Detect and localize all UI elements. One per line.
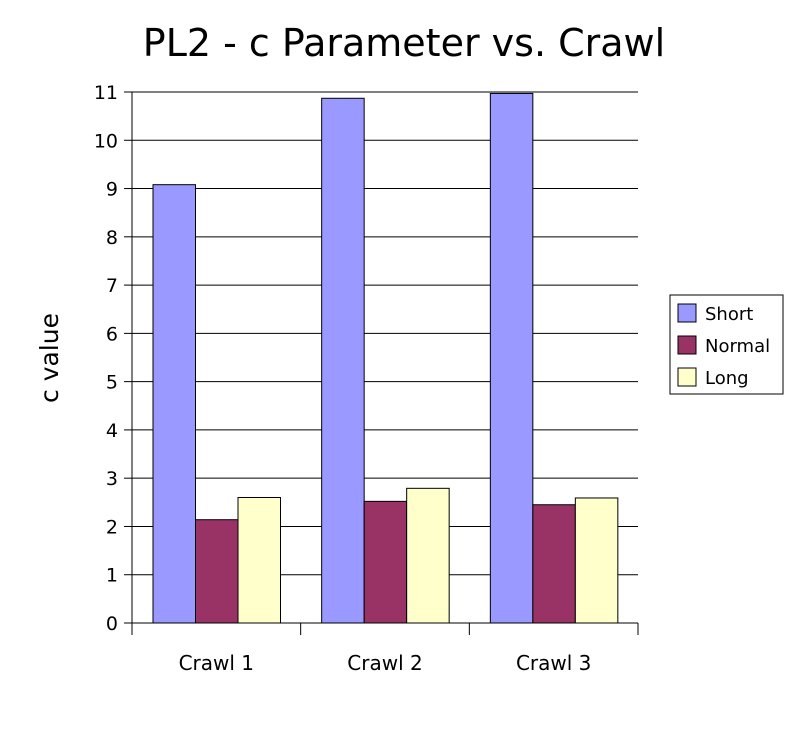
bar-long-1	[237, 496, 281, 624]
chart-title: PL2 - c Parameter vs. Crawl	[143, 21, 665, 65]
y-tick-label: 4	[106, 420, 118, 442]
legend-swatch-normal	[677, 335, 697, 355]
legend-label-short: Short	[705, 304, 753, 325]
y-axis-title: c value	[35, 313, 64, 403]
legend-label-normal: Normal	[705, 336, 770, 357]
y-tick-label: 11	[94, 82, 118, 104]
y-tick-label: 5	[106, 372, 118, 394]
bar-short-2	[321, 97, 365, 624]
y-tick-label: 10	[94, 130, 118, 152]
bar-long-2	[406, 487, 450, 624]
legend: Short Normal Long	[669, 294, 784, 395]
x-category-labels: Crawl 1 Crawl 2 Crawl 3	[179, 651, 592, 675]
axes	[124, 91, 639, 635]
legend-label-long: Long	[705, 368, 749, 389]
y-tick-label: 8	[106, 227, 118, 249]
legend-swatch-short	[677, 303, 697, 323]
bar-normal-1	[195, 519, 239, 624]
y-tick-label: 2	[106, 516, 118, 538]
y-tick-label: 9	[106, 179, 118, 201]
y-tick-label: 1	[106, 565, 118, 587]
x-category-label: Crawl 3	[516, 651, 591, 675]
x-category-label: Crawl 1	[179, 651, 254, 675]
bar-short-1	[152, 184, 196, 624]
bar-normal-2	[363, 500, 408, 624]
bars	[152, 92, 619, 624]
y-tick-label: 0	[106, 613, 118, 635]
x-category-label: Crawl 2	[347, 651, 422, 675]
y-tick-label: 6	[106, 323, 118, 345]
y-tick-label: 7	[106, 275, 118, 297]
y-tick-labels: 0 1 2 3 4 5 6 7 8 9 10 11	[94, 82, 118, 635]
legend-swatch-long	[677, 367, 697, 387]
bar-normal-3	[532, 504, 576, 624]
bar-long-3	[574, 497, 619, 624]
bar-short-3	[489, 92, 534, 624]
y-tick-label: 3	[106, 468, 118, 490]
